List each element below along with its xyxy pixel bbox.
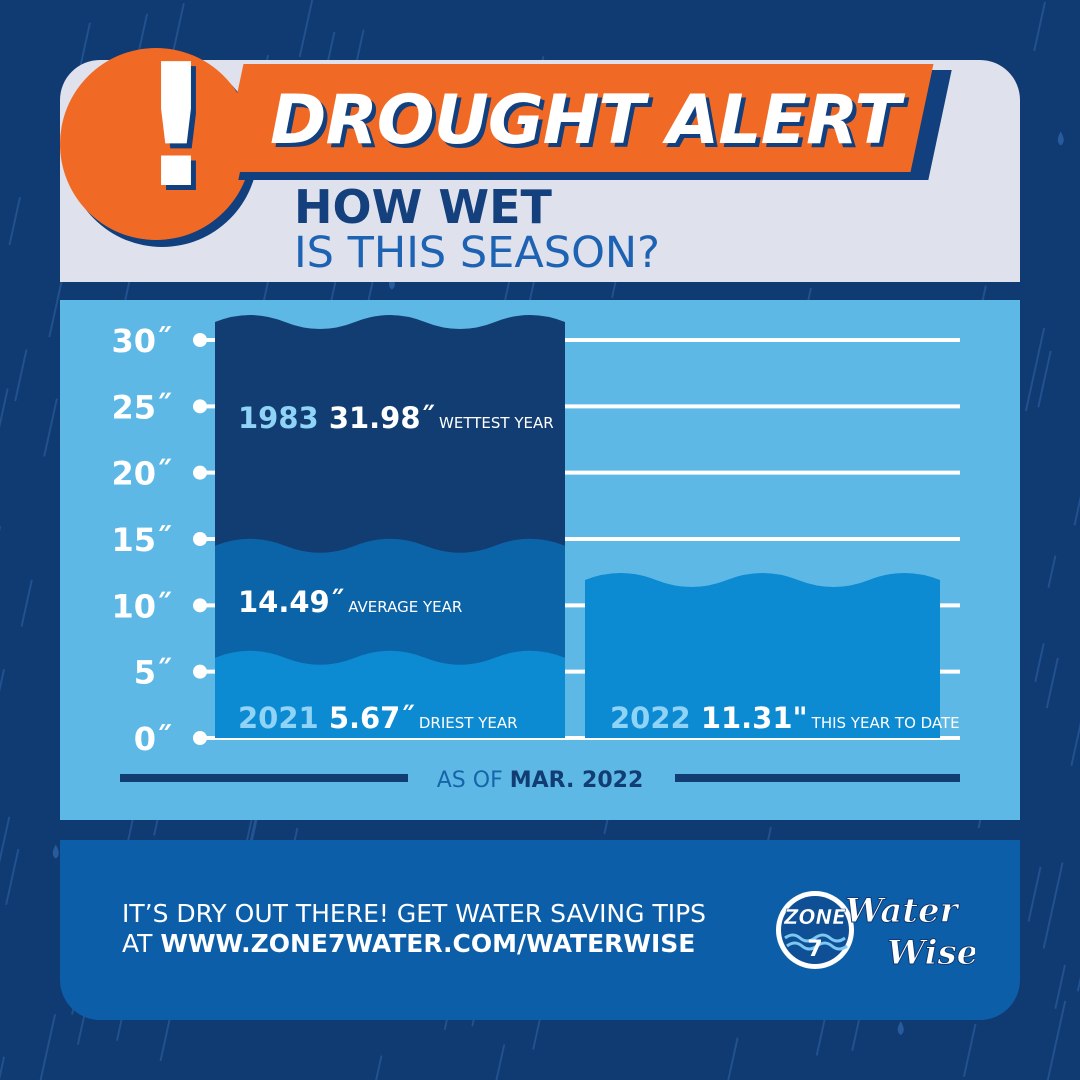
rain-streak (1033, 1, 1046, 52)
raindrop (52, 844, 59, 859)
tick-dot (193, 399, 207, 414)
y-tick-label: 0˝ (134, 720, 172, 758)
alert-badge (60, 48, 252, 240)
exclamation-icon: ! (137, 28, 215, 226)
chart-caption: AS OF MAR. 2022 (437, 768, 644, 793)
zone7-waterwise-logo: ZONE 7 Water Wise (776, 891, 975, 974)
label-driest: 2021 5.67˝ DRIEST YEAR (238, 701, 518, 735)
rain-streak (8, 197, 21, 246)
logo-zone-number: 7 (807, 937, 822, 962)
label-average: 14.49˝ AVERAGE YEAR (238, 585, 462, 619)
logo-wave-1 (784, 933, 846, 943)
rain-streak (1045, 657, 1059, 709)
footer-url-line: AT WWW.ZONE7WATER.COM/WATERWISE (122, 928, 695, 960)
rainfall-chart: 0˝ 5˝ 10˝ 15˝ 20˝ 25˝ 30˝ 1983 31.98˝ WETTEST YE… (111, 315, 960, 793)
rain-streak (1027, 866, 1042, 922)
rain-streak (1046, 1000, 1067, 1080)
bar-current-2022 (585, 572, 940, 738)
logo-script-water: Water (845, 891, 960, 931)
rain-streak (1073, 495, 1080, 526)
y-tick-label: 25˝ (111, 388, 172, 426)
rain-streak (495, 1044, 506, 1080)
logo-script-wise: Wise (887, 933, 975, 973)
rain-streak (1070, 721, 1080, 766)
rain-streak (1042, 862, 1064, 949)
label-current: 2022 11.31" THIS YEAR TO DATE (610, 701, 960, 735)
rain-streak (43, 398, 58, 457)
tick-dot (193, 598, 207, 613)
logo-wave-2 (786, 941, 848, 951)
tick-dot (193, 333, 207, 347)
rain-streak (20, 579, 33, 627)
footer-link[interactable]: WWW.ZONE7WATER.COM/WATERWISE (160, 929, 696, 958)
rain-streak (355, 29, 365, 64)
tick-dot (193, 731, 207, 745)
label-wettest: 1983 31.98˝ WETTEST YEAR (238, 401, 554, 435)
banner-title: DROUGHT ALERT (270, 81, 901, 160)
rain-streak (1037, 350, 1052, 408)
footer-message: IT’S DRY OUT THERE! GET WATER SAVING TIP… (122, 899, 707, 928)
y-tick-label: 30˝ (111, 322, 172, 360)
rain-streak (0, 816, 11, 864)
rain-streak (0, 388, 9, 429)
footer-at: AT (122, 929, 153, 958)
page-subtitle: IS THIS SEASON? (294, 228, 660, 278)
tick-dot (193, 532, 207, 546)
y-tick-label: 5˝ (134, 654, 172, 692)
rain-streak (1047, 555, 1057, 588)
raindrop (1057, 131, 1064, 146)
y-tick-label: 10˝ (111, 587, 172, 625)
rain-streak (39, 1014, 57, 1080)
rain-streak (1054, 964, 1066, 1009)
rain-streak (727, 1037, 739, 1080)
rain-streak (375, 1055, 383, 1080)
page-title: HOW WET (294, 180, 552, 234)
rain-streak (14, 349, 28, 402)
tick-dot (193, 465, 207, 480)
rain-streak (0, 1056, 6, 1080)
y-tick-label: 15˝ (111, 521, 172, 559)
rain-streak (1024, 327, 1046, 412)
y-tick-label: 20˝ (111, 455, 172, 493)
logo-zone-text: ZONE (783, 905, 846, 929)
bar-driest-2021 (215, 650, 565, 738)
rain-streak (1034, 643, 1045, 683)
tick-dot (193, 664, 207, 679)
raindrop (897, 1021, 904, 1036)
rain-streak (298, 0, 314, 58)
rain-streak (5, 848, 20, 906)
rain-streak (962, 1023, 977, 1077)
footer-panel (60, 840, 1020, 1020)
rain-streak (48, 277, 64, 338)
rain-streak (0, 668, 6, 693)
